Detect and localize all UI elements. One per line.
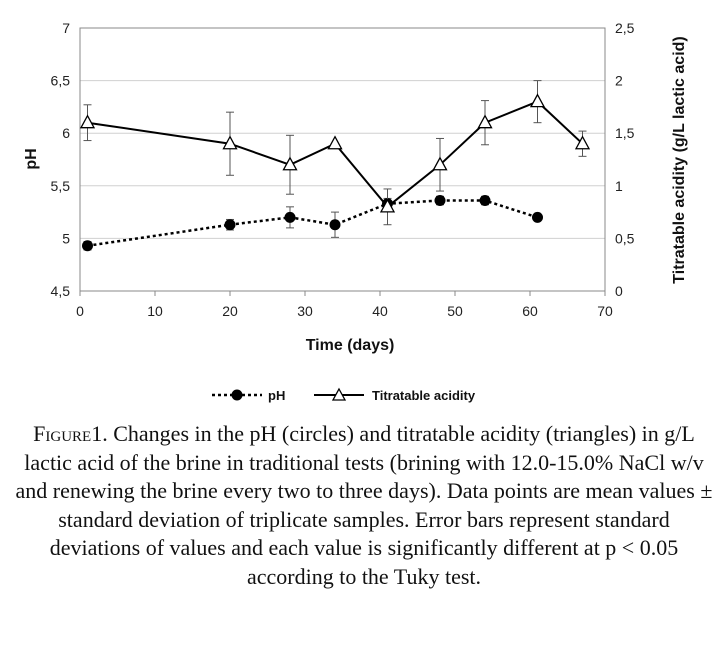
y-axis-ticks: 4,5 5 5,5 6 6,5 7 <box>51 20 71 299</box>
series-layer <box>79 80 591 252</box>
series-line-ph <box>87 199 538 248</box>
data-point-acidity <box>222 135 238 150</box>
caption-text: Changes in the pH (circles) and titratab… <box>15 421 713 589</box>
figure-label: Figure <box>33 421 92 446</box>
chart: 4,5 5 5,5 6 6,5 7 0 0,5 1 1,5 2 2,5 0 10 20 30 40 50 60 7… <box>23 20 688 403</box>
gridlines <box>80 80 605 239</box>
figure-caption: Figure1. Changes in the pH (circles) and… <box>14 420 714 591</box>
y2-axis-title: Titratable acidity (g/L lactic acid) <box>671 36 688 283</box>
y2-axis-ticks: 0 0,5 1 1,5 2 2,5 <box>615 20 635 299</box>
x-tick-label: 50 <box>447 303 463 319</box>
y2-tick-label: 0 <box>615 283 623 299</box>
y-tick-label: 7 <box>62 20 70 36</box>
y2-tick-label: 1,5 <box>615 125 635 141</box>
plot-area-border <box>79 27 606 292</box>
y-axis-title: pH <box>23 148 40 169</box>
series-line-acidity <box>87 100 584 209</box>
y2-tick-label: 2,5 <box>615 20 635 36</box>
y-tick-label: 4,5 <box>51 283 71 299</box>
x-tick-label: 10 <box>147 303 163 319</box>
data-point-acidity <box>529 93 546 108</box>
data-point-acidity <box>327 135 343 150</box>
data-point-acidity <box>432 156 448 171</box>
y-tick-label: 6,5 <box>51 73 71 89</box>
x-tick-label: 60 <box>522 303 538 319</box>
data-point-acidity <box>79 114 96 129</box>
figure-number: 1. <box>91 421 108 446</box>
data-point-acidity <box>282 156 298 171</box>
legend-ph-marker <box>231 389 243 401</box>
data-point-ph <box>532 211 543 223</box>
data-point-ph <box>284 211 296 223</box>
x-tick-label: 0 <box>76 303 84 319</box>
data-point-ph <box>82 240 93 252</box>
legend-acidity-marker <box>331 387 347 401</box>
y2-tick-label: 0,5 <box>615 230 635 246</box>
x-axis-title: Time (days) <box>306 337 395 354</box>
x-tick-label: 70 <box>597 303 613 319</box>
data-point-acidity <box>477 114 493 129</box>
x-tick-label: 40 <box>372 303 388 319</box>
y-tick-label: 6 <box>62 125 70 141</box>
data-point-ph <box>329 219 341 231</box>
legend-acidity-label: Titratable acidity <box>372 388 476 403</box>
y-tick-label: 5 <box>62 230 70 246</box>
legend-ph-label: pH <box>268 388 285 403</box>
data-point-ph <box>479 195 491 207</box>
x-axis-ticks: 0 10 20 30 40 50 60 70 <box>76 291 613 319</box>
legend: pH Titratable acidity <box>212 387 476 403</box>
y2-tick-label: 1 <box>615 178 623 194</box>
y-tick-label: 5,5 <box>51 178 71 194</box>
x-tick-label: 20 <box>222 303 238 319</box>
x-tick-label: 30 <box>297 303 313 319</box>
data-point-ph <box>224 219 236 231</box>
data-point-acidity <box>574 135 591 150</box>
data-point-ph <box>434 195 446 207</box>
y2-tick-label: 2 <box>615 73 623 89</box>
data-point-acidity <box>379 198 396 213</box>
